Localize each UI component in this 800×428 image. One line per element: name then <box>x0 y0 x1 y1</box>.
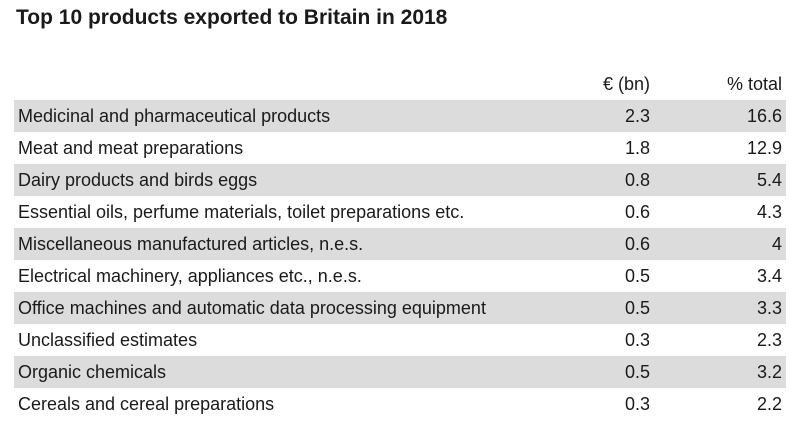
product-name: Organic chemicals <box>18 361 167 382</box>
pct-total: 2.2 <box>756 393 782 414</box>
pct-total: 3.3 <box>756 297 782 318</box>
value-bn: 0.3 <box>624 393 650 414</box>
pct-total: 2.3 <box>756 329 782 350</box>
header-value: € (bn) <box>602 73 650 94</box>
pct-total: 4.3 <box>756 201 782 222</box>
table-row: Meat and meat preparations 1.8 12.9 <box>14 132 786 164</box>
value-bn: 0.5 <box>624 265 650 286</box>
table-title: Top 10 products exported to Britain in 2… <box>16 6 448 29</box>
value-bn: 1.8 <box>624 137 650 158</box>
table-row: Essential oils, perfume materials, toile… <box>14 196 786 228</box>
value-bn: 0.8 <box>624 169 650 190</box>
table-header-row: € (bn) % total <box>14 68 786 100</box>
table-row: Dairy products and birds eggs 0.8 5.4 <box>14 164 786 196</box>
product-name: Dairy products and birds eggs <box>18 169 258 190</box>
product-name: Meat and meat preparations <box>18 137 244 158</box>
table-row: Office machines and automatic data proce… <box>14 292 786 324</box>
header-pct: % total <box>726 73 782 94</box>
pct-total: 4 <box>771 233 782 254</box>
pct-total: 5.4 <box>756 169 782 190</box>
pct-total: 12.9 <box>746 137 782 158</box>
table-body: Medicinal and pharmaceutical products 2.3… <box>14 100 786 420</box>
product-name: Essential oils, perfume materials, toile… <box>18 201 465 222</box>
product-name: Office machines and automatic data proce… <box>18 297 486 318</box>
product-name: Unclassified estimates <box>18 329 198 350</box>
value-bn: 0.5 <box>624 297 650 318</box>
table-row: Organic chemicals 0.5 3.2 <box>14 356 786 388</box>
table-row: Miscellaneous manufactured articles, n.e… <box>14 228 786 260</box>
pct-total: 16.6 <box>746 105 782 126</box>
value-bn: 0.6 <box>624 201 650 222</box>
product-name: Miscellaneous manufactured articles, n.e… <box>18 233 364 254</box>
table-row: Electrical machinery, appliances etc., n… <box>14 260 786 292</box>
product-name: Cereals and cereal preparations <box>18 393 275 414</box>
pct-total: 3.4 <box>756 265 782 286</box>
data-table: € (bn) % total Medicinal and pharmaceuti… <box>14 68 786 420</box>
product-name: Medicinal and pharmaceutical products <box>18 105 331 126</box>
table-row: Unclassified estimates 0.3 2.3 <box>14 324 786 356</box>
table-row: Medicinal and pharmaceutical products 2.3… <box>14 100 786 132</box>
value-bn: 0.3 <box>624 329 650 350</box>
table-row: Cereals and cereal preparations 0.3 2.2 <box>14 388 786 420</box>
value-bn: 0.6 <box>624 233 650 254</box>
pct-total: 3.2 <box>756 361 782 382</box>
value-bn: 0.5 <box>624 361 650 382</box>
product-name: Electrical machinery, appliances etc., n… <box>18 265 362 286</box>
value-bn: 2.3 <box>624 105 650 126</box>
